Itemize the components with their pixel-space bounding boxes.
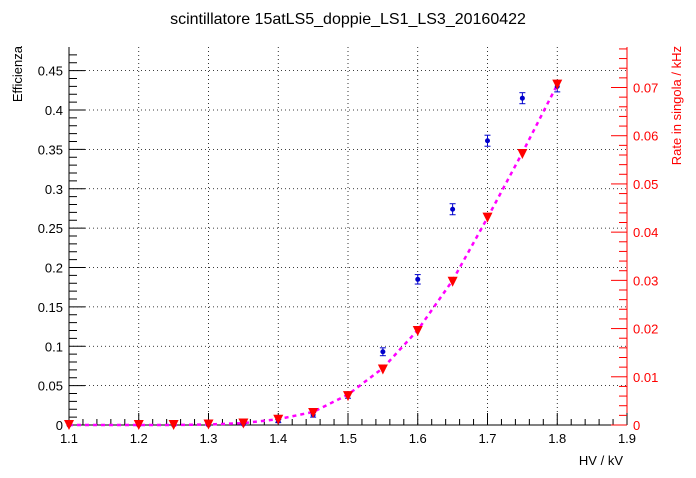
y-right-axis-label: Rate in singola / kHz: [669, 46, 684, 165]
rate-point: [238, 418, 249, 429]
efficiency-point: [450, 206, 456, 212]
rate-point: [377, 364, 388, 375]
efficiency-point: [485, 138, 490, 144]
y-right-tick-label: 0.05: [633, 177, 658, 192]
y-left-tick-label: 0.2: [45, 261, 63, 276]
efficiency-point: [519, 95, 525, 101]
y-right-tick-label: 0.02: [633, 322, 658, 337]
rate-point: [273, 414, 284, 425]
y-left-tick-label: 0.1: [45, 339, 63, 354]
y-left-tick-label: 0.05: [38, 379, 63, 394]
x-tick-label: 1.1: [60, 431, 78, 446]
x-axis-label: HV / kV: [579, 453, 623, 468]
y-left-axis-label: Efficienza: [10, 45, 25, 102]
efficiency-point: [380, 349, 386, 355]
series: [64, 79, 563, 430]
x-tick-label: 1.8: [548, 431, 566, 446]
y-right-tick-label: 0.01: [633, 370, 658, 385]
y-right-tick-label: 0.06: [633, 129, 658, 144]
rate-point: [133, 420, 144, 430]
tick-labels: 1.1 1.2 1.3 1.4 1.5 1.6 1.7 1.8 1.900.050.10.150…: [38, 64, 659, 446]
x-tick-label: 1.6: [409, 431, 427, 446]
rate-point: [447, 276, 458, 287]
rate-point: [64, 420, 74, 430]
rate-point: [412, 325, 423, 336]
grid: [69, 47, 627, 425]
chart-title: scintillatore 15atLS5_doppie_LS1_LS3_201…: [170, 11, 526, 28]
rate-point: [343, 391, 353, 402]
x-tick-label: 1.3: [199, 431, 217, 446]
y-left-tick-label: 0.4: [45, 103, 63, 118]
efficiency-point: [415, 276, 421, 282]
rate-point: [552, 79, 563, 90]
y-right-tick-label: 0.07: [633, 81, 658, 96]
x-tick-label: 1.5: [339, 431, 357, 446]
x-tick-label: 1.7: [478, 431, 496, 446]
rate-point: [517, 149, 528, 160]
rate-point: [308, 407, 319, 418]
rate-point: [482, 212, 493, 223]
y-right-tick-label: 0: [633, 418, 640, 433]
fit-line: [69, 84, 559, 427]
y-left-tick-label: 0.15: [38, 300, 63, 315]
y-left-tick-label: 0: [56, 418, 63, 433]
rate-point: [203, 419, 214, 430]
x-tick-label: 1.9: [618, 431, 636, 446]
x-tick-label: 1.4: [269, 431, 287, 446]
y-left-tick-label: 0.25: [38, 221, 63, 236]
y-left-tick-label: 0.45: [38, 64, 63, 79]
y-right-tick-label: 0.03: [633, 273, 658, 288]
fit-curve: [69, 84, 559, 427]
x-tick-label: 1.2: [130, 431, 148, 446]
y-right-tick-label: 0.04: [633, 225, 658, 240]
y-left-tick-label: 0.3: [45, 182, 63, 197]
rate-point: [168, 420, 179, 430]
y-left-tick-label: 0.35: [38, 142, 63, 157]
axes: [68, 47, 628, 426]
